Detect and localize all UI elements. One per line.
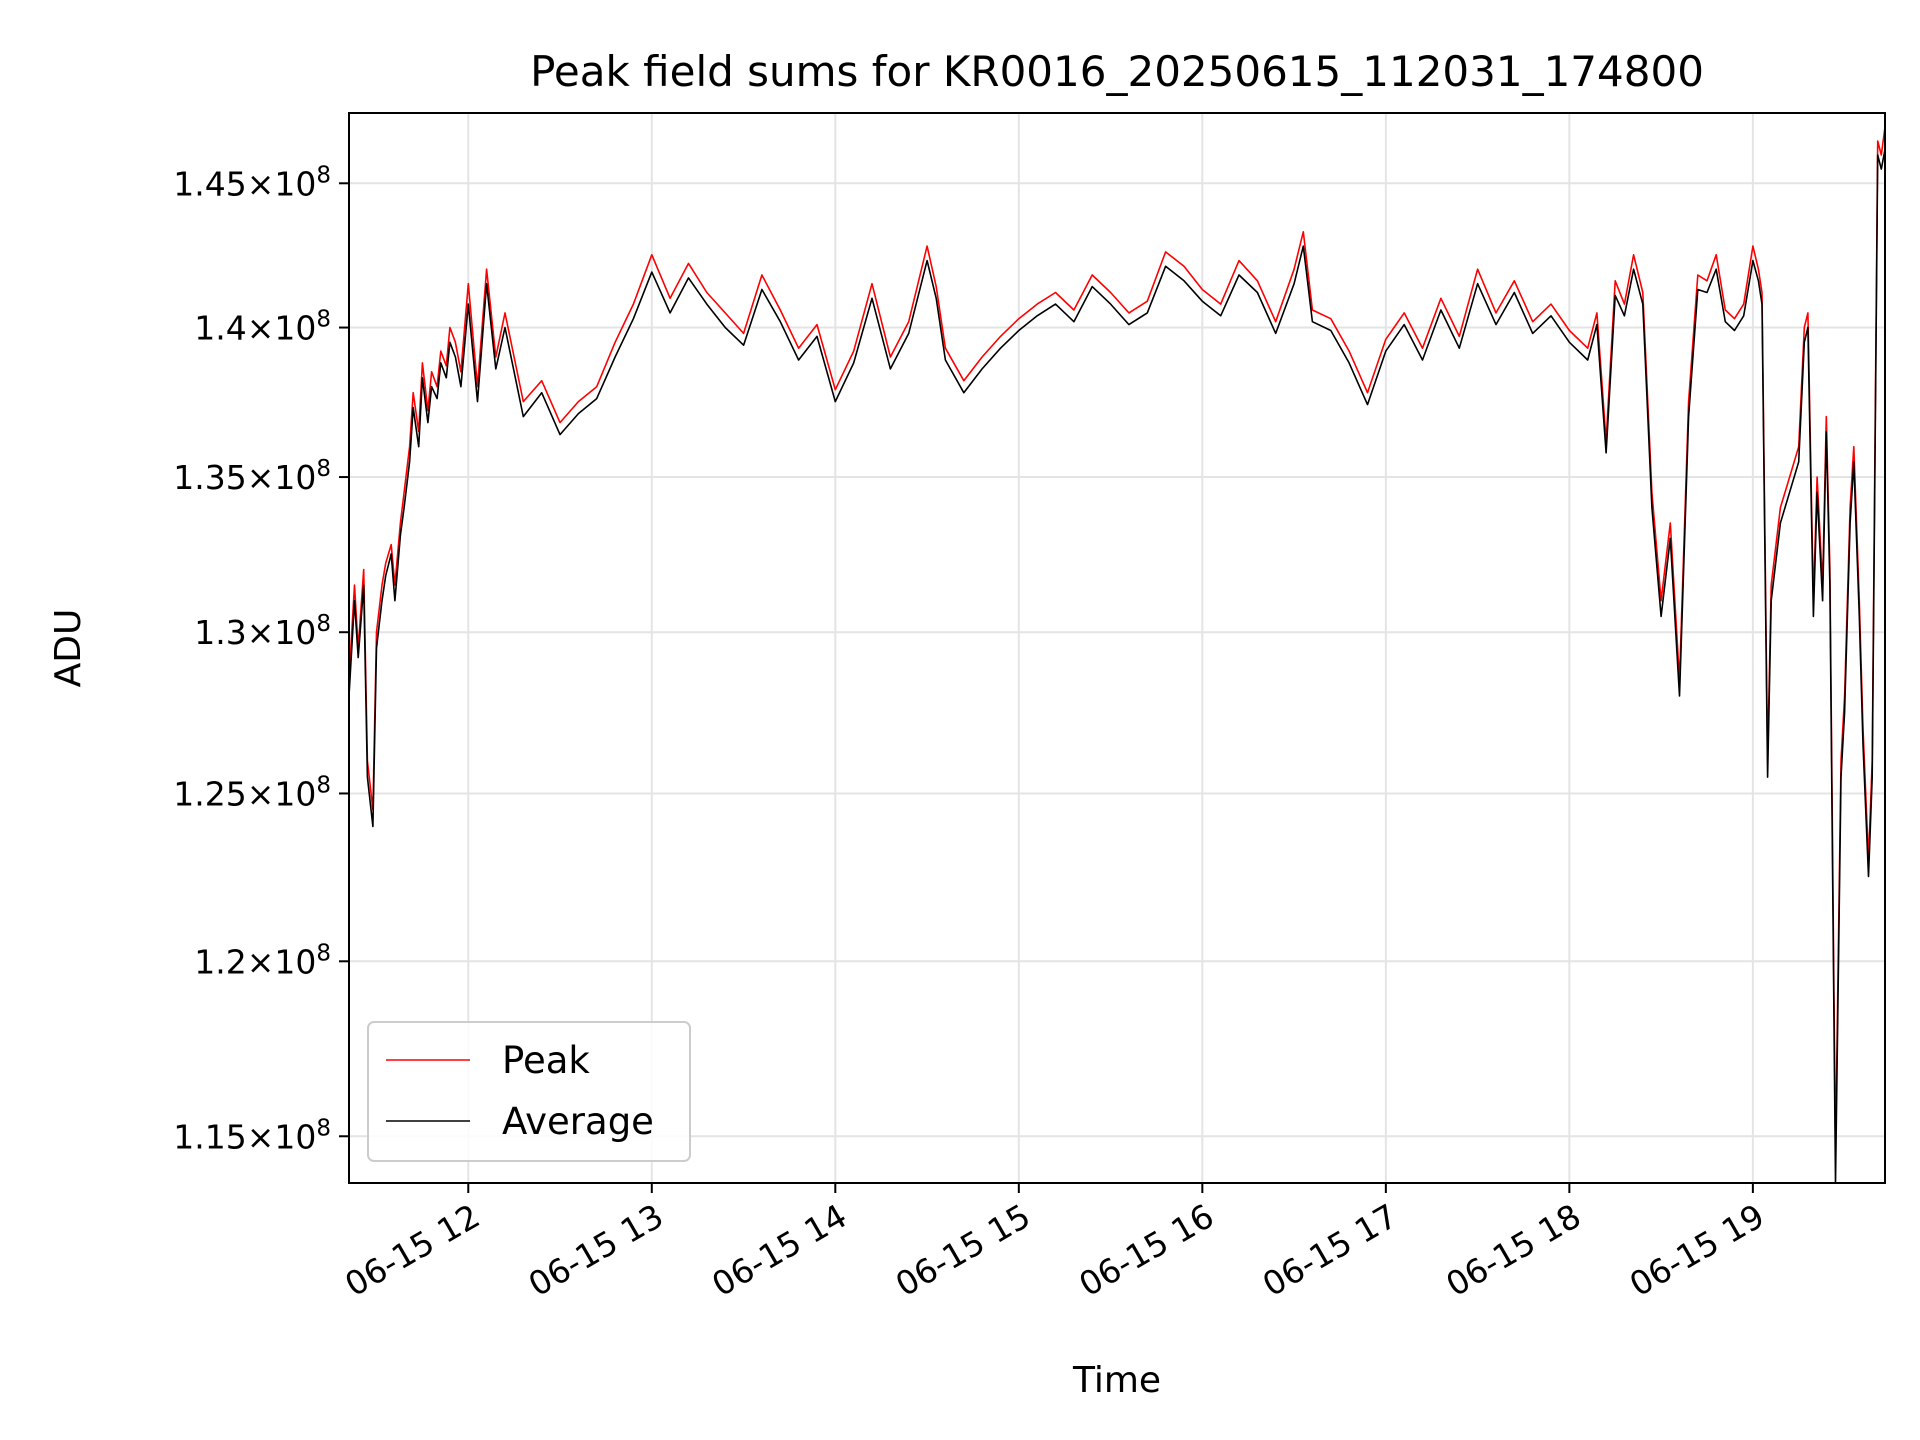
chart-title: Peak field sums for KR0016_20250615_1120…	[530, 47, 1704, 96]
y-axis: 1.15×108 1.2×108 1.25×108 1.3×108 1.35×108 1.…	[173, 162, 349, 1156]
x-axis-label: Time	[1072, 1360, 1161, 1401]
series-line-average	[349, 149, 1885, 1183]
y-tick-label: 1.3×108	[194, 611, 331, 652]
y-tick-label: 1.4×108	[194, 307, 331, 348]
plot-area	[349, 126, 1885, 1183]
legend-label-average: Average	[502, 1100, 654, 1143]
y-tick-label: 1.2×108	[194, 940, 331, 981]
grid	[349, 113, 1885, 1183]
plot-frame	[348, 112, 1886, 1184]
y-tick-label: 1.45×108	[173, 162, 331, 203]
legend-label-peak: Peak	[502, 1039, 590, 1082]
series-layer	[349, 126, 1885, 1183]
y-tick-label: 1.15×108	[173, 1115, 331, 1156]
y-tick-label: 1.35×108	[173, 456, 331, 497]
y-axis-label: ADU	[48, 609, 89, 688]
legend: Peak Average	[367, 1021, 691, 1162]
y-tick-label: 1.25×108	[173, 772, 331, 813]
legend-box	[367, 1021, 691, 1162]
